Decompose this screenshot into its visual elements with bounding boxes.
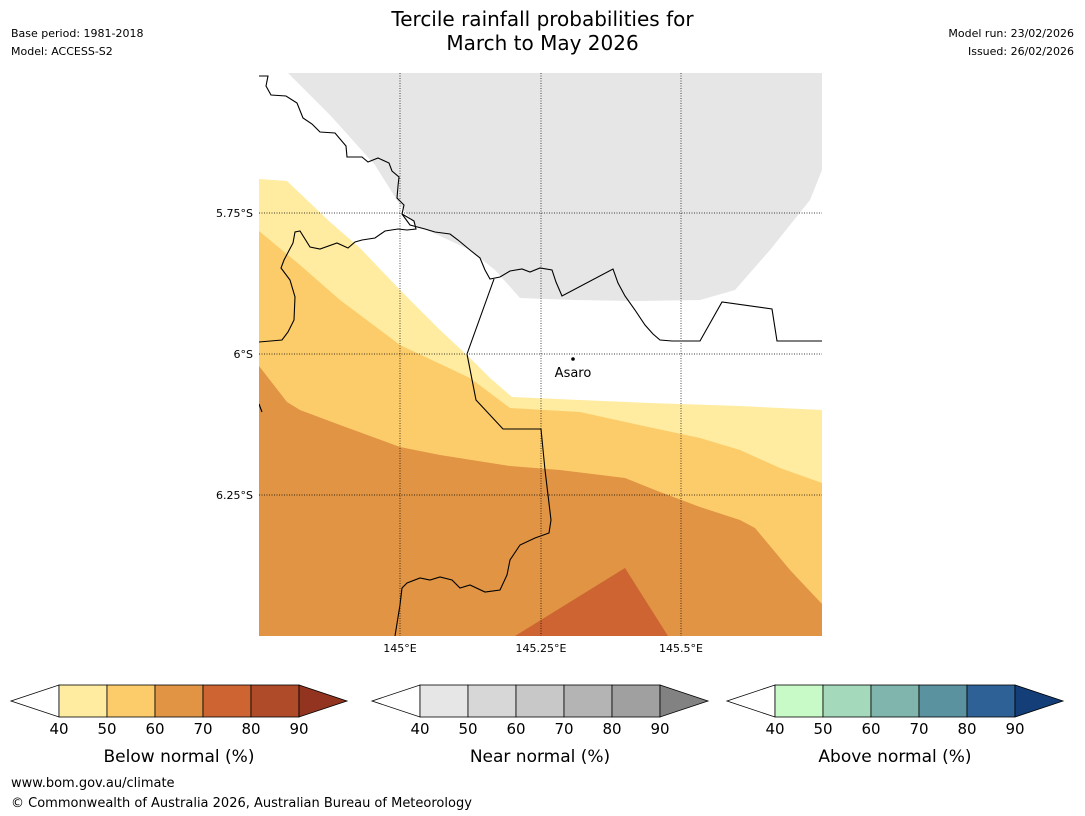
below-70-80-region	[515, 568, 668, 636]
colorbar-title: Above normal (%)	[818, 747, 971, 767]
place-label: Asaro	[555, 366, 592, 381]
colorbar-segment	[918, 684, 968, 718]
meta-right: Model run: 23/02/2026 Issued: 26/02/2026	[948, 25, 1074, 61]
border-west-stub	[259, 403, 263, 413]
meta-left: Base period: 1981-2018 Model: ACCESS-S2	[11, 25, 143, 61]
border-north	[259, 75, 417, 343]
lon-label: 145.25°E	[516, 642, 567, 655]
title-line-2: March to May 2026	[446, 31, 639, 55]
colorbar-tick-label: 90	[650, 720, 669, 738]
lat-label: 6°S	[234, 348, 253, 361]
colorbar-tick-label: 50	[813, 720, 832, 738]
colorbar-segment	[515, 684, 565, 718]
colorbar-segment	[611, 684, 661, 718]
lat-labels: 5.75°S 6°S 6.25°S	[216, 207, 253, 502]
colorbar-segment	[58, 684, 108, 718]
colorbar-tick-label: 50	[458, 720, 477, 738]
colorbars: 40 50 60 70 80 90 Below normal (%) 40 50 60 70 80 90…	[9, 684, 1065, 767]
map-title: Tercile rainfall probabilities for March…	[0, 7, 1085, 55]
lon-label: 145°E	[383, 642, 416, 655]
colorbar-segment	[154, 684, 204, 718]
province-borders	[259, 75, 822, 636]
colorbar-segment	[467, 684, 517, 718]
base-period: Base period: 1981-2018	[11, 27, 144, 40]
colorbar-tick-label: 40	[49, 720, 68, 738]
colorbar-tick-label: 70	[554, 720, 573, 738]
colorbar-tick-label: 60	[506, 720, 525, 738]
colorbar-tick-label: 70	[909, 720, 928, 738]
colorbar-segment	[774, 684, 824, 718]
issued-date: Issued: 26/02/2026	[967, 45, 1074, 58]
colorbar-tick-label: 80	[602, 720, 621, 738]
colorbar-title: Near normal (%)	[470, 747, 610, 767]
place-marker	[571, 357, 575, 361]
lon-labels: 145°E 145.25°E 145.5°E	[383, 642, 703, 655]
colorbar-extend-high	[1014, 684, 1065, 718]
footer: www.bom.gov.au/climate © Commonwealth of…	[11, 774, 472, 814]
border-district	[394, 278, 552, 636]
colorbar-tick-label: 40	[410, 720, 429, 738]
colorbar-extend-high	[298, 684, 349, 718]
colorbar-tick-label: 60	[145, 720, 164, 738]
lat-label: 6.25°S	[216, 489, 253, 502]
colorbar-segment	[966, 684, 1016, 718]
colorbar-tick-label: 90	[1005, 720, 1024, 738]
colorbar-tick-label: 60	[861, 720, 880, 738]
colorbar-extend-low	[370, 684, 421, 718]
colorbar-segment	[563, 684, 613, 718]
colorbar-tick-label: 90	[289, 720, 308, 738]
colorbar-near: 40 50 60 70 80 90 Near normal (%)	[370, 684, 710, 767]
place-asaro: Asaro	[555, 357, 592, 381]
colorbar-segment	[250, 684, 300, 718]
colorbar-tick-label: 70	[193, 720, 212, 738]
colorbar-extend-high	[659, 684, 710, 718]
colorbar-tick-label: 80	[957, 720, 976, 738]
model-run: Model run: 23/02/2026	[948, 27, 1074, 40]
lat-label: 5.75°S	[216, 207, 253, 220]
colorbar-title: Below normal (%)	[104, 747, 255, 767]
near-normal-region	[288, 73, 822, 301]
colorbar-below: 40 50 60 70 80 90 Below normal (%)	[9, 684, 349, 767]
bom-climate-link[interactable]: www.bom.gov.au/climate	[11, 776, 175, 791]
model-name: Model: ACCESS-S2	[11, 45, 113, 58]
colorbar-tick-label: 40	[765, 720, 784, 738]
colorbar-segment	[106, 684, 156, 718]
copyright: © Commonwealth of Australia 2026, Austra…	[11, 796, 472, 811]
colorbar-segment	[822, 684, 872, 718]
colorbar-tick-label: 80	[241, 720, 260, 738]
colorbar-segment	[202, 684, 252, 718]
title-line-1: Tercile rainfall probabilities for	[391, 7, 694, 31]
colorbar-extend-low	[725, 684, 776, 718]
colorbar-above: 40 50 60 70 80 90 Above normal (%)	[725, 684, 1065, 767]
colorbar-tick-label: 50	[97, 720, 116, 738]
lon-label: 145.5°E	[659, 642, 703, 655]
colorbar-segment	[870, 684, 920, 718]
probability-fields: Asaro	[259, 73, 822, 636]
border-central-ridge	[401, 213, 822, 342]
colorbar-extend-low	[9, 684, 60, 718]
colorbar-segment	[419, 684, 469, 718]
